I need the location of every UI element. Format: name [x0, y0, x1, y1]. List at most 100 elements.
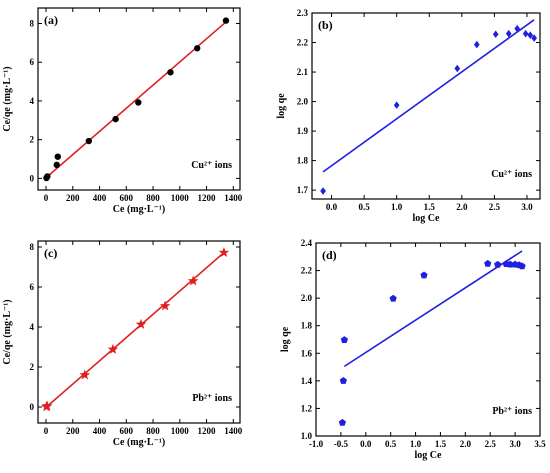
- x-tick-label: 1000: [171, 426, 190, 436]
- x-tick-label: 0.0: [326, 202, 338, 212]
- ions-label: Pb²⁺ ions: [192, 393, 232, 404]
- data-point: [159, 300, 171, 311]
- x-tick-label: 400: [93, 426, 107, 436]
- y-tick-label: 2: [30, 135, 35, 145]
- data-point: [420, 271, 428, 279]
- x-tick-label: 1000: [171, 193, 190, 203]
- y-tick-label: 0: [30, 402, 35, 412]
- data-point: [393, 101, 400, 109]
- x-tick-label: 1400: [224, 426, 243, 436]
- y-tick-label: 1.0: [301, 431, 313, 441]
- data-point: [473, 40, 480, 49]
- data-point: [514, 24, 521, 33]
- data-point: [389, 294, 397, 302]
- data-point: [222, 17, 230, 24]
- x-tick-label: 1.0: [410, 439, 422, 449]
- data-point: [340, 336, 348, 343]
- data-point: [112, 115, 119, 123]
- y-tick-label: 2.3: [297, 8, 309, 18]
- y-tick-label: 1.6: [301, 348, 313, 358]
- y-tick-label: 2.2: [301, 266, 313, 276]
- chart-panel-c: 0 200 400 600 800 1000 1200 1400 0 2 4 6 8 Ce (mg·L⁻¹…: [2, 240, 243, 448]
- y-tick-label: 1.8: [297, 156, 309, 166]
- data-point: [218, 247, 230, 258]
- x-tick-label: 0.5: [385, 439, 397, 449]
- y-tick-label: 6: [30, 282, 35, 292]
- ions-label: Cu²⁺ ions: [491, 169, 532, 180]
- y-tick-label: 0: [30, 173, 35, 183]
- x-tick-label: 2.5: [485, 439, 497, 449]
- y-tick-label: 8: [30, 18, 35, 28]
- x-tick-label: 0: [44, 193, 49, 203]
- data-point: [531, 34, 537, 42]
- plot-frame: [37, 240, 241, 424]
- y-axis-label: Ce/qe (mg·L⁻¹): [2, 66, 13, 131]
- data-point: [484, 259, 492, 267]
- y-tick-label: 2.4: [301, 238, 313, 248]
- data-point: [107, 343, 119, 354]
- y-axis-label: log qe: [276, 93, 287, 119]
- chart-panel-b: 0.0 0.5 1.0 1.5 2.0 2.5 3.0 1.7 1.8 1.9 2.0 2.1 2.2 2…: [276, 8, 541, 224]
- data-point: [79, 369, 91, 380]
- data-point: [492, 30, 499, 39]
- x-axis-label: log Ce: [413, 213, 441, 224]
- data-point: [187, 275, 199, 286]
- y-tick-label: 1.4: [301, 376, 313, 386]
- data-point: [505, 29, 512, 38]
- x-axis-label: Ce (mg·L⁻¹): [113, 204, 165, 215]
- data-point: [518, 262, 526, 270]
- x-axis-label: Ce (mg·L⁻¹): [113, 437, 165, 448]
- data-point: [320, 187, 326, 195]
- chart-panel-a: 0 200 400 600 800 1000 1200 1400 0 2 4 6 8 Ce (mg·L⁻¹…: [2, 7, 243, 215]
- data-point: [506, 260, 514, 268]
- y-tick-label: 4: [30, 322, 35, 332]
- x-tick-label: 0: [44, 426, 49, 436]
- x-tick-label: 800: [146, 426, 160, 436]
- data-point: [193, 45, 201, 52]
- data-point: [338, 418, 346, 426]
- y-tick-label: 1.2: [301, 403, 313, 413]
- data-point: [494, 260, 502, 268]
- y-tick-label: 2.2: [297, 38, 309, 48]
- x-tick-label: 0.0: [360, 439, 372, 449]
- y-tick-label: 4: [30, 96, 35, 106]
- data-point: [85, 137, 93, 145]
- ions-label: Pb²⁺ ions: [492, 406, 532, 417]
- x-tick-label: 600: [120, 426, 134, 436]
- y-tick-label: 8: [30, 242, 35, 252]
- plot-frame: [311, 12, 541, 200]
- x-axis-label: log Ce: [415, 450, 443, 461]
- panel-tag: (d): [322, 248, 337, 262]
- y-tick-label: 2.1: [297, 67, 309, 77]
- x-tick-label: 2.0: [460, 439, 472, 449]
- y-tick-label: 1.7: [297, 185, 309, 195]
- chart-panel-d: -1.0 -0.5 0.0 0.5 1.0 1.5 2.0 2.5 3.0 3.5 1.0 1.2 1.…: [280, 238, 546, 461]
- fit-line: [343, 250, 523, 368]
- x-tick-label: 1200: [198, 193, 217, 203]
- data-point: [135, 99, 142, 106]
- panel-tag: (a): [44, 13, 58, 27]
- data-point: [522, 29, 529, 38]
- data-point: [53, 161, 60, 169]
- x-tick-label: 800: [146, 193, 160, 203]
- fit-line: [322, 19, 535, 173]
- x-tick-label: 2.5: [489, 202, 501, 212]
- data-point: [527, 31, 534, 39]
- x-tick-label: 1200: [198, 426, 217, 436]
- data-point: [44, 173, 51, 180]
- data-point: [454, 64, 461, 73]
- x-tick-label: -1.0: [309, 439, 324, 449]
- panel-tag: (b): [318, 18, 333, 32]
- y-tick-label: 2.0: [297, 97, 309, 107]
- y-tick-label: 2.0: [301, 293, 313, 303]
- data-point: [167, 69, 174, 76]
- x-tick-label: 200: [66, 193, 80, 203]
- y-tick-label: 6: [30, 57, 35, 67]
- fit-line: [45, 251, 225, 408]
- x-tick-label: 600: [120, 193, 134, 203]
- y-tick-label: 1.8: [301, 321, 313, 331]
- data-point: [41, 400, 53, 411]
- fit-line: [45, 21, 227, 179]
- y-axis-label: Ce/qe (mg·L⁻¹): [2, 299, 13, 364]
